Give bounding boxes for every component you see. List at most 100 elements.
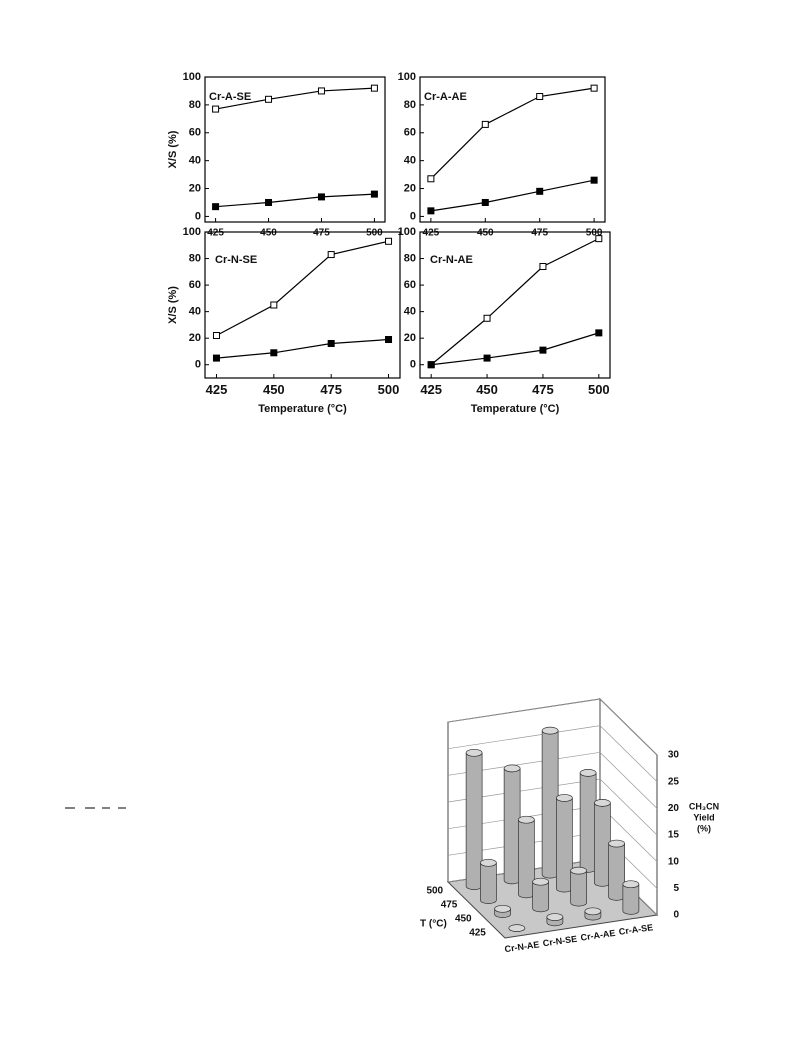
depth-tick-label: 450: [455, 914, 472, 925]
y-tick-label: 80: [189, 99, 201, 111]
y-tick-label: 0: [195, 210, 201, 222]
y-tick-label: 40: [189, 306, 201, 318]
y-tick-label: 0: [195, 359, 201, 371]
bar: [508, 924, 526, 932]
bar-top: [494, 904, 511, 913]
y-tick-label: 0: [410, 359, 416, 371]
y-tick-label: 100: [183, 71, 201, 83]
bar-top: [518, 815, 535, 824]
bar: [518, 815, 535, 899]
bar-body: [518, 819, 535, 899]
y-tick-label: 80: [404, 252, 416, 264]
panel-label: Cr-A-AE: [424, 91, 467, 103]
marker: [481, 120, 489, 128]
plot-frame: [419, 231, 611, 379]
bar-body: [503, 768, 521, 885]
marker: [370, 190, 378, 198]
z-tick-label: 0: [673, 910, 679, 921]
y-tick-label: 40: [404, 155, 416, 167]
y-tick-label: 100: [398, 71, 416, 83]
series-line: [216, 240, 389, 337]
marker: [270, 349, 278, 357]
x-tick-label: 425: [420, 382, 442, 397]
y-tick-label: 60: [404, 127, 416, 139]
x-tick-label: 500: [378, 382, 400, 397]
z-tick-label: 30: [668, 750, 680, 761]
grid-line: [447, 725, 658, 782]
series-line: [215, 193, 375, 208]
x-tick-label: 500: [586, 228, 603, 239]
bar: [503, 764, 521, 885]
y-tick-label: 100: [398, 226, 416, 238]
x-tick-label: 475: [532, 382, 554, 397]
series-line: [216, 338, 389, 359]
z-tick-label: 25: [668, 776, 680, 787]
x-axis-label: Temperature (°C): [471, 403, 560, 415]
grid-line: [447, 698, 658, 756]
bar: [541, 726, 559, 879]
category-label: Cr-A-AE: [580, 928, 616, 943]
x-tick-label: 450: [476, 382, 498, 397]
marker: [385, 237, 393, 245]
grid-line: [447, 751, 658, 809]
marker: [327, 339, 335, 347]
bar-top: [594, 799, 611, 807]
bar: [584, 907, 602, 921]
panel-label: Cr-N-SE: [215, 254, 257, 266]
bar-top: [556, 794, 573, 802]
series-line: [431, 332, 600, 366]
bar-top: [541, 726, 559, 735]
z-tick-label: 5: [673, 883, 679, 894]
bar-body: [465, 752, 483, 890]
bar: [494, 904, 511, 918]
x-tick-label: 500: [366, 228, 383, 239]
series-line: [215, 87, 375, 110]
marker: [590, 176, 598, 184]
category-label: Cr-A-SE: [618, 922, 654, 937]
x-tick-label: 450: [477, 228, 494, 239]
marker: [265, 95, 273, 103]
y-tick-label: 20: [404, 332, 416, 344]
marker: [427, 361, 435, 369]
bar-body: [541, 730, 559, 879]
plot-frame: [419, 76, 606, 223]
x-tick-label: 475: [313, 228, 330, 239]
bar-top: [570, 866, 587, 875]
marker: [590, 84, 598, 92]
marker: [212, 105, 220, 113]
marker: [265, 198, 273, 206]
panel-label: Cr-N-AE: [430, 254, 473, 266]
x-tick-label: 425: [423, 228, 440, 239]
series-line: [430, 238, 600, 366]
bar-top: [508, 924, 526, 932]
bar: [480, 858, 497, 904]
bar: [465, 748, 483, 890]
bar: [608, 839, 625, 901]
bar: [579, 769, 597, 873]
bar-top: [480, 858, 497, 867]
x-tick-label: 425: [206, 382, 228, 397]
marker: [427, 175, 435, 183]
depth-axis-label: T (°C): [420, 919, 447, 930]
z-axis-label: (%): [697, 823, 711, 833]
x-axis-label: Temperature (°C): [258, 403, 347, 415]
marker: [270, 301, 278, 309]
z-axis-label: Yield: [693, 812, 714, 822]
bar-body: [579, 772, 597, 873]
bar-body: [608, 843, 625, 901]
marker: [483, 314, 491, 322]
bar: [622, 880, 640, 915]
y-tick-label: 0: [410, 210, 416, 222]
marker: [370, 84, 378, 92]
grid-line: [447, 778, 658, 836]
bar: [532, 877, 549, 913]
marker: [483, 354, 491, 362]
y-tick-label: 100: [183, 226, 201, 238]
bar: [594, 799, 611, 887]
y-tick-label: 60: [189, 279, 201, 291]
bar: [546, 913, 564, 927]
bar: [570, 866, 587, 907]
series-line: [430, 179, 595, 212]
